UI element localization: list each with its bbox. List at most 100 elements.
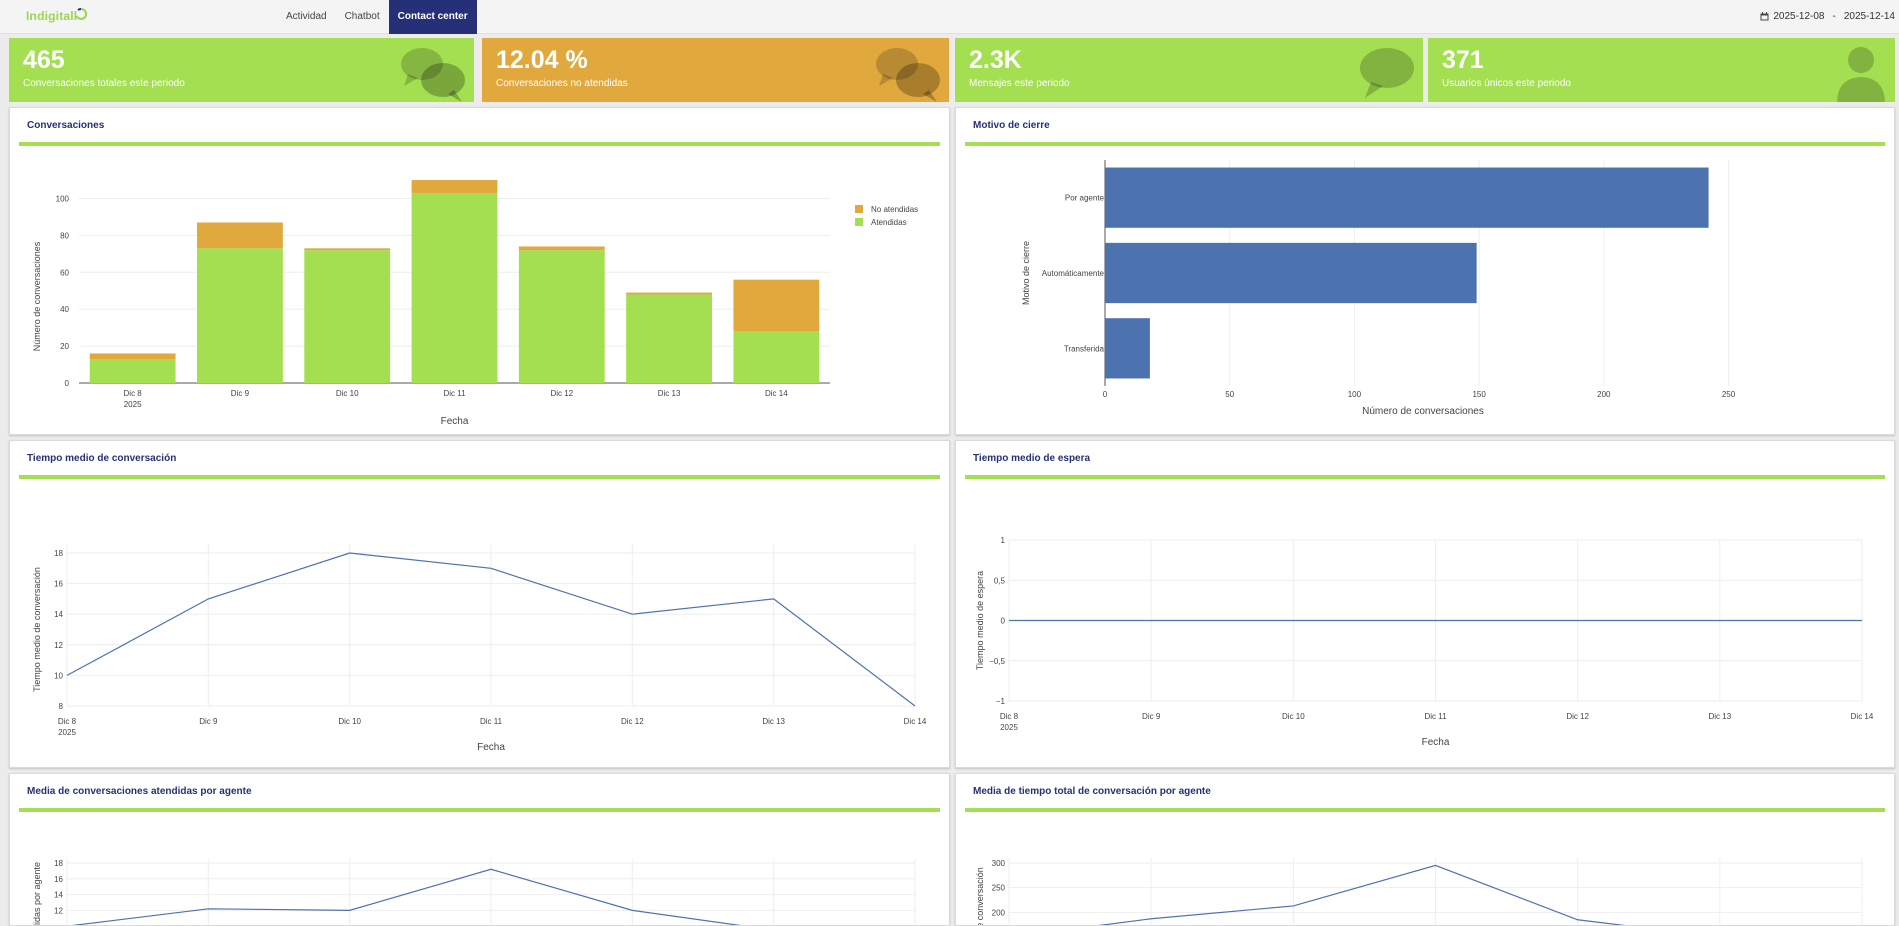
y-tick-label: 14 [54,891,63,900]
y-tick-label: Por agente [1065,194,1105,203]
legend-swatch [855,218,863,226]
x-tick-label: Dic 10 [338,717,361,726]
y-tick-label: Transferida [1064,344,1105,353]
x-axis-title: Fecha [1422,737,1450,748]
x-tick-label: 0 [1103,390,1108,399]
y-tick-label: 18 [54,859,63,868]
bar-atendidas [89,359,176,383]
y-tick-label: 20 [60,342,69,351]
y-tick-label: Automáticamente [1042,269,1105,278]
y-tick-label: −1 [996,697,1006,706]
panel-divider [19,142,940,146]
y-axis-title: endidas por agente [32,862,42,926]
calendar-icon [1760,12,1769,21]
kpi-label: Mensajes este periodo [969,78,1070,89]
chart-tiempo-conversacion: Dic 8 Dic 9 Dic 10 Dic 11 Dic 12 Dic 13 Dic 14… [32,544,927,753]
x-tick-label: Dic 8 [124,389,143,398]
legend-label: No atendidas [871,205,918,214]
bar-no-atendidas [197,222,283,249]
bar-atendidas [626,294,712,383]
series-line [71,868,742,925]
y-tick-label: 40 [60,305,69,314]
x-axis-title: Fecha [477,742,505,753]
panel-tiempo-espera: Tiempo medio de espera Dic 8 Dic 9 Dic 10 D… [955,440,1895,768]
y-tick-label: 16 [54,875,63,884]
x-tick-year: 2025 [124,400,142,409]
bar-transferida [1105,318,1150,379]
x-tick-label: Dic 14 [904,717,927,726]
panel-title: Media de conversaciones atendidas por ag… [27,786,252,797]
panel-divider [19,808,940,812]
bar-no-atendidas [411,180,498,193]
x-tick-label: Dic 11 [1424,712,1447,721]
chart-conversaciones: 0 20 40 60 80 100 Dic 8 Dic 9 Dic 10 Dic 11 Dic 12… [32,180,918,427]
y-axis-title: Tiempo medio de conversación [32,567,42,692]
y-tick-label: 200 [992,908,1006,917]
nav-contact-center[interactable]: Contact center [388,0,477,34]
y-axis-title: Motivo de cierre [1021,241,1031,305]
y-tick-label: 60 [60,268,69,277]
y-tick-label: 1 [1001,536,1006,545]
top-bar: Indigitall Actividad Chatbot Contact cen… [0,0,1899,34]
x-tick-label: Dic 9 [231,389,250,398]
date-separator: - [1832,11,1836,22]
date-range-picker[interactable]: 2025-12-08 - 2025-12-14 [1760,11,1895,22]
y-tick-label: 0,5 [994,576,1006,585]
x-tick-label: Dic 14 [765,389,788,398]
kpi-label: Conversaciones totales este periodo [23,78,185,89]
y-axis-title: de conversación [975,867,985,926]
x-tick-label: 250 [1722,390,1736,399]
x-tick-label: 150 [1472,390,1486,399]
chart-motivo-cierre: 0 50 100 150 200 250 Por agente Automáticamente… [1021,160,1736,417]
panel-divider [19,475,940,479]
kpi-card-unattended: 12.04 % Conversaciones no atendidas [482,38,949,102]
x-tick-label: 200 [1597,390,1611,399]
x-axis-title: Fecha [441,416,469,427]
y-tick-label: 16 [54,580,63,589]
x-tick-label: Dic 13 [762,717,785,726]
bar-automticamente [1105,242,1477,304]
bar-no-atendidas [626,292,712,295]
x-tick-label: Dic 12 [550,389,573,398]
x-tick-label: Dic 14 [1851,712,1874,721]
nav-chatbot[interactable]: Chatbot [344,11,380,22]
x-axis-title: Número de conversaciones [1362,406,1484,417]
y-tick-label: 18 [54,549,63,558]
y-axis-title: Tiempo medio de espera [975,571,985,670]
panel-title: Tiempo medio de espera [973,453,1091,464]
kpi-value: 2.3K [969,46,1022,74]
y-tick-label: 12 [54,641,63,650]
series-line [1098,864,1626,925]
x-tick-label: Dic 13 [1708,712,1731,721]
date-to: 2025-12-14 [1843,11,1895,22]
y-tick-label: 100 [56,195,70,204]
panel-title: Conversaciones [27,120,105,131]
y-tick-label: 0 [1001,617,1006,626]
y-tick-label: 14 [54,610,63,619]
panel-title: Motivo de cierre [973,120,1050,131]
user-icon [1837,47,1885,102]
main-nav: Actividad Chatbot Contact center [277,0,477,34]
kpi-card-messages: 2.3K Mensajes este periodo [955,38,1423,102]
x-tick-label: Dic 8 [1000,712,1019,721]
x-tick-label: Dic 11 [480,717,503,726]
bar-no-atendidas [518,246,605,251]
x-tick-year: 2025 [1000,723,1018,732]
x-tick-label: Dic 9 [1142,712,1161,721]
panel-divider [965,808,1885,812]
panel-media-tiempo-agente: Media de tiempo total de conversación po… [955,773,1895,926]
nav-actividad[interactable]: Actividad [286,11,327,22]
bar-atendidas [733,331,820,383]
logo[interactable]: Indigitall [26,9,78,23]
kpi-value: 12.04 % [496,46,588,74]
panel-title: Tiempo medio de conversación [27,453,177,464]
y-tick-label: −0,5 [989,657,1005,666]
bar-atendidas [518,250,605,383]
legend-label: Atendidas [871,218,907,227]
y-tick-label: 12 [54,906,63,915]
logo-mark-icon [75,7,88,20]
panel-divider [965,475,1885,479]
bar-atendidas [411,192,498,383]
bar-atendidas [304,250,391,383]
x-tick-label: 100 [1348,390,1362,399]
